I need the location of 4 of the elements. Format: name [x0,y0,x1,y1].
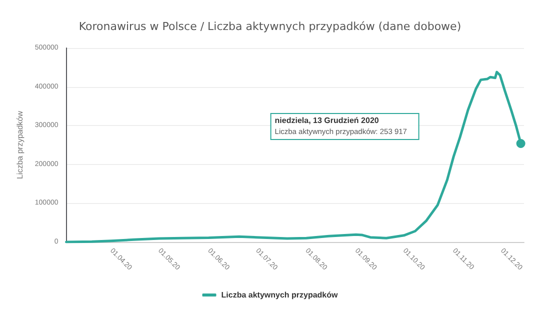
y-axis-title: Liczba przypadków [16,110,24,180]
legend-label: Liczba aktywnych przypadków [221,290,339,300]
annotation: niedziela, 13 Grudzień 2020 [274,116,380,125]
chart-title: Koronawirus w Polsce / Liczba aktywnych przypadków (dane dobowe) [78,20,462,33]
